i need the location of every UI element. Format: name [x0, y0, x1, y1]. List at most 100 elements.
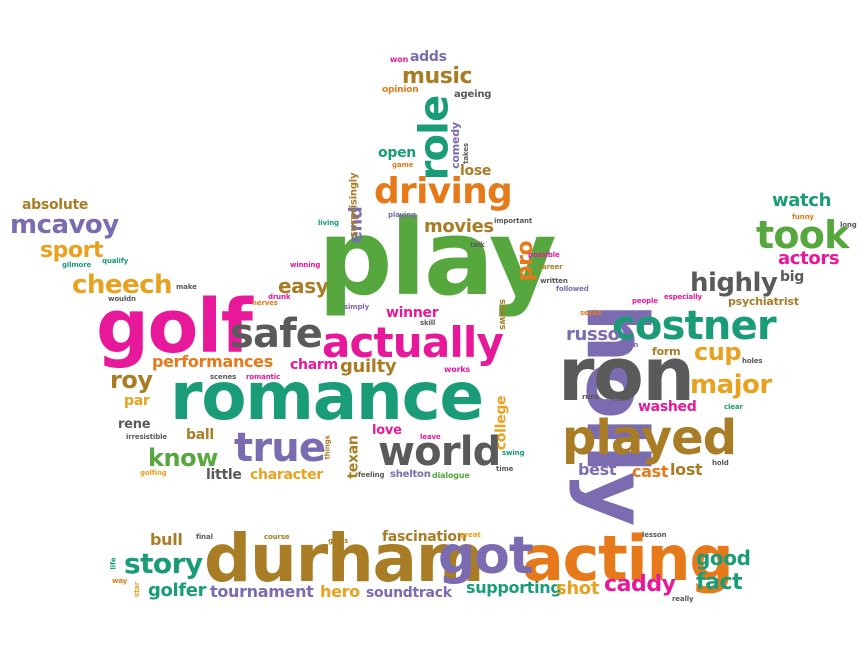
word-best: best [578, 460, 617, 479]
word-story: story [124, 547, 203, 580]
word-wouldn: wouldn [108, 295, 136, 303]
word-gets: gets [604, 397, 621, 405]
word-roy: roy [110, 366, 153, 394]
word-clear: clear [724, 403, 743, 411]
word-ageing: ageing [454, 89, 492, 100]
word-world: world [378, 429, 501, 475]
word-won: won [390, 55, 409, 64]
word-talk: talk [470, 241, 485, 249]
word-took: took [756, 213, 849, 257]
word-important: important [494, 217, 533, 225]
word-performances: performances [152, 352, 273, 371]
word-durham: durham [204, 520, 484, 597]
word-shot: shot [556, 578, 600, 599]
word-gilmore: gilmore [62, 261, 92, 269]
word-things: things [323, 435, 332, 460]
word-safe: safe [230, 311, 323, 357]
word-music: music [402, 64, 473, 89]
word-romantic: romantic [246, 373, 281, 381]
word-hero: hero [320, 582, 360, 601]
word-supporting: supporting [466, 578, 562, 597]
word-adds: adds [410, 49, 447, 65]
word-cheech: cheech [72, 270, 173, 300]
word-living: living [318, 219, 339, 227]
word-followed: followed [556, 285, 589, 293]
word-final: final [196, 533, 213, 541]
word-movies: movies [424, 216, 494, 237]
word-swing: swing [502, 449, 525, 457]
word-open: open [378, 145, 416, 161]
word-charm: charm [290, 357, 338, 373]
word-played: played [562, 410, 737, 466]
word-scenes: scenes [210, 373, 237, 381]
word-love: love [372, 423, 402, 438]
word-major: major [690, 370, 772, 400]
word-playing: playing [388, 211, 416, 219]
word-actors: actors [778, 248, 840, 269]
word-romance: romance [170, 358, 484, 435]
word-russo: russo [566, 324, 620, 345]
word-watch: watch [772, 190, 832, 211]
word-true: true [234, 425, 326, 471]
word-written: written [540, 277, 568, 285]
word-lesson: lesson [642, 531, 667, 539]
word-soundtrack: soundtrack [366, 585, 452, 601]
word-way: way [112, 577, 128, 585]
word-know: know [148, 444, 218, 472]
word-skill: skill [420, 319, 436, 327]
word-gives: gives [328, 537, 349, 545]
word-game: game [392, 161, 414, 169]
word-lose: lose [460, 163, 492, 179]
word-surprisingly: surprisingly [348, 172, 360, 238]
word-feeling: feeling [358, 471, 385, 479]
word-takes: takes [461, 143, 470, 164]
word-costner: costner [612, 303, 777, 349]
word-runs: runs [582, 393, 600, 401]
word-golf: golf [96, 284, 253, 370]
word-long: long [840, 221, 857, 229]
word-fascination: fascination [382, 529, 467, 545]
word-funny: funny [792, 213, 814, 221]
word-fact: fact [696, 570, 743, 595]
word-caddy: caddy [604, 572, 676, 597]
word-acting: acting [522, 522, 734, 595]
word-life: life [109, 557, 118, 570]
word-guilty: guilty [340, 356, 397, 377]
word-actually: actually [322, 318, 504, 367]
word-good: good [696, 546, 751, 570]
word-winning: winning [290, 261, 321, 269]
word-got: got [438, 526, 534, 586]
word-absolute: absolute [22, 197, 89, 213]
word-cast: cast [632, 462, 669, 481]
word-rene: rene [118, 417, 151, 432]
word-works: works [444, 365, 471, 374]
word-hold: hold [712, 459, 729, 467]
word-nerves: nerves [252, 299, 278, 307]
word-psychiatrist: psychiatrist [728, 295, 799, 308]
word-lost: lost [670, 460, 703, 479]
word-course: course [264, 533, 290, 541]
word-college: college [493, 395, 510, 451]
word-big: big [780, 269, 805, 285]
word-washed: washed [638, 399, 697, 415]
word-pro: pro [513, 240, 539, 282]
word-career: career [538, 263, 563, 271]
word-direction: direction [604, 341, 639, 349]
word-par: par [124, 393, 150, 409]
word-comedy: comedy [448, 122, 462, 169]
word-sport: sport [40, 238, 104, 263]
word-tournament: tournament [210, 582, 314, 601]
word-irresistible: irresistible [126, 433, 168, 441]
word-little: little [206, 467, 242, 483]
word-ron: ron [558, 332, 695, 418]
word-time: time [496, 465, 514, 473]
word-seeks: seeks [580, 309, 602, 317]
word-driving: driving [374, 171, 513, 212]
word-simply: simply [344, 303, 369, 311]
word-golfing: golfing [140, 469, 167, 477]
word-opinion: opinion [382, 85, 419, 95]
word-golfer: golfer [148, 580, 207, 601]
word-easy: easy [278, 274, 329, 298]
word-highly: highly [690, 268, 778, 298]
